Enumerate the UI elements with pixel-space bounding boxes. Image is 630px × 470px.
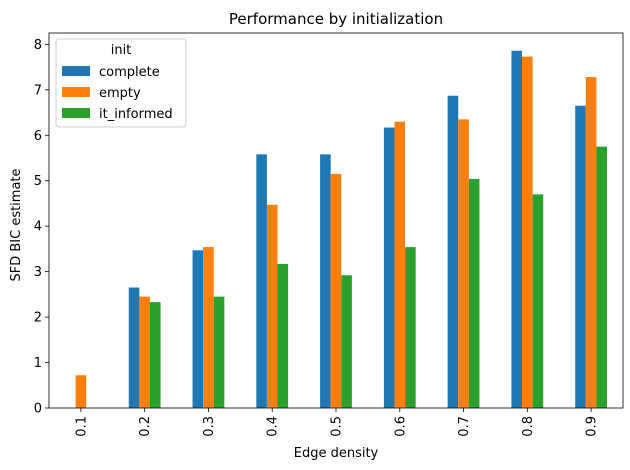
bar-complete-0.9 [575, 105, 586, 409]
bar-it_informed-0.2 [149, 302, 161, 408]
legend-label-complete: complete [99, 65, 160, 80]
legend-label-empty: empty [99, 86, 141, 101]
bar-empty-0.2 [139, 296, 150, 408]
y-axis-label: SFD BIC estimate [9, 168, 24, 281]
bar-empty-0.8 [522, 56, 533, 409]
bar-empty-0.5 [330, 173, 342, 408]
x-tick-label: 0.4 [266, 416, 281, 437]
bar-empty-0.9 [585, 77, 597, 408]
legend-title: init [111, 43, 132, 58]
bar-it_informed-0.9 [596, 146, 608, 409]
y-tick-label: 7 [34, 83, 42, 98]
x-tick-label: 0.1 [74, 416, 89, 437]
bar-it_informed-0.6 [405, 247, 416, 408]
y-tick-label: 5 [34, 174, 42, 189]
bar-empty-0.7 [458, 119, 469, 408]
bar-complete-0.6 [383, 127, 395, 408]
bar-empty-0.4 [266, 204, 278, 408]
bar-complete-0.5 [320, 154, 331, 408]
bar-complete-0.3 [192, 250, 204, 408]
bar-it_informed-0.7 [468, 178, 480, 408]
bar-empty-0.3 [203, 247, 214, 408]
y-tick-label: 0 [34, 402, 42, 417]
x-tick-label: 0.3 [202, 416, 217, 437]
plot-area: 0 1 2 3 4 5 6 7 8 0.1 0.2 0.3 0.4 0.5 0.6 0.7 0.8 0.9 [34, 32, 624, 437]
y-tick-label: 8 [34, 38, 42, 53]
legend-box [55, 38, 187, 128]
bar-complete-0.7 [447, 95, 459, 409]
bar-empty-0.1 [75, 375, 87, 408]
x-tick-label: 0.2 [138, 416, 153, 437]
chart-title: Performance by initialization [229, 10, 443, 28]
legend-swatch-empty [62, 87, 90, 97]
y-tick-label: 1 [34, 356, 42, 371]
legend: init complete empty it_informed [55, 38, 187, 128]
x-tick-label: 0.8 [521, 416, 536, 437]
bar-it_informed-0.5 [341, 275, 352, 408]
x-tick-label: 0.9 [585, 416, 600, 437]
y-tick-label: 4 [34, 220, 42, 235]
y-tick-label: 6 [34, 129, 42, 144]
legend-swatch-it_informed [62, 108, 90, 118]
x-tick-label: 0.7 [457, 416, 472, 437]
x-tick-label: 0.5 [330, 416, 345, 437]
x-tick-label: 0.6 [393, 416, 408, 437]
bar-it_informed-0.8 [532, 194, 544, 408]
bar-empty-0.6 [394, 121, 406, 409]
legend-label-it_informed: it_informed [99, 107, 173, 122]
y-tick-label: 3 [34, 265, 42, 280]
bar-complete-0.2 [128, 287, 140, 408]
legend-swatch-complete [62, 66, 90, 76]
bar-it_informed-0.4 [277, 263, 289, 408]
bar-it_informed-0.3 [213, 296, 225, 408]
y-tick-label: 2 [34, 311, 42, 326]
bar-complete-0.8 [511, 50, 523, 409]
x-axis-label: Edge density [294, 446, 379, 461]
bar-complete-0.4 [256, 154, 267, 408]
